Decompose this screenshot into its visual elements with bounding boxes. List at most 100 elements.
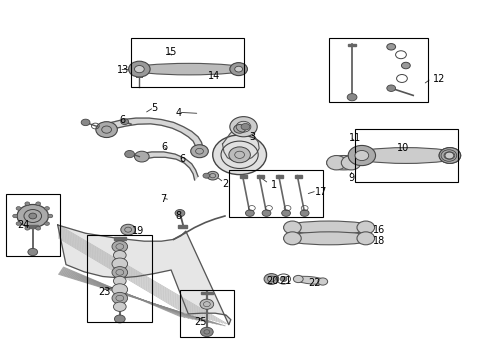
Text: 17: 17 — [315, 186, 327, 197]
Ellipse shape — [25, 226, 30, 230]
Ellipse shape — [128, 61, 150, 77]
Ellipse shape — [124, 150, 134, 158]
Ellipse shape — [401, 62, 409, 69]
Text: 6: 6 — [161, 142, 167, 152]
Polygon shape — [58, 225, 230, 325]
Ellipse shape — [16, 222, 21, 225]
Ellipse shape — [36, 226, 41, 230]
Ellipse shape — [48, 214, 53, 218]
Ellipse shape — [25, 202, 30, 206]
Ellipse shape — [229, 63, 247, 76]
Text: 21: 21 — [279, 276, 291, 286]
Text: 11: 11 — [348, 132, 361, 143]
Ellipse shape — [228, 147, 250, 163]
Text: 14: 14 — [207, 71, 220, 81]
Text: 22: 22 — [307, 278, 320, 288]
Ellipse shape — [241, 123, 249, 130]
Bar — [328, 38, 427, 102]
Bar — [201, 292, 212, 294]
Text: 20: 20 — [266, 276, 278, 286]
Ellipse shape — [36, 202, 41, 206]
Ellipse shape — [175, 210, 184, 217]
Ellipse shape — [356, 221, 374, 234]
Ellipse shape — [113, 302, 126, 311]
Ellipse shape — [121, 119, 128, 125]
Ellipse shape — [234, 66, 242, 72]
Ellipse shape — [262, 210, 270, 216]
Ellipse shape — [113, 251, 126, 260]
Ellipse shape — [233, 125, 245, 133]
Polygon shape — [222, 130, 259, 161]
Ellipse shape — [190, 145, 208, 158]
Bar — [131, 38, 243, 87]
Text: 2: 2 — [222, 179, 228, 189]
Bar — [87, 235, 151, 322]
Text: 4: 4 — [176, 108, 182, 118]
Ellipse shape — [386, 44, 395, 50]
Text: 15: 15 — [165, 47, 177, 57]
Ellipse shape — [283, 232, 374, 245]
Ellipse shape — [44, 207, 49, 210]
Ellipse shape — [341, 156, 360, 170]
Ellipse shape — [131, 63, 147, 75]
Ellipse shape — [354, 150, 368, 161]
Text: 6: 6 — [120, 114, 126, 125]
Ellipse shape — [29, 213, 37, 219]
Ellipse shape — [134, 151, 149, 162]
Bar — [294, 175, 301, 178]
Ellipse shape — [300, 210, 308, 216]
Ellipse shape — [350, 148, 372, 163]
Ellipse shape — [113, 276, 126, 285]
Bar — [28, 225, 38, 228]
Polygon shape — [102, 118, 203, 152]
Ellipse shape — [438, 148, 460, 163]
Ellipse shape — [347, 145, 375, 166]
Ellipse shape — [230, 63, 246, 75]
Ellipse shape — [293, 276, 327, 284]
Ellipse shape — [326, 156, 360, 170]
Text: 12: 12 — [432, 74, 444, 84]
Ellipse shape — [96, 122, 117, 138]
Ellipse shape — [200, 327, 213, 337]
Text: 18: 18 — [372, 236, 384, 246]
Ellipse shape — [112, 241, 127, 252]
Ellipse shape — [112, 284, 127, 295]
Text: 5: 5 — [151, 103, 158, 113]
Ellipse shape — [16, 207, 21, 210]
Ellipse shape — [17, 204, 48, 228]
Ellipse shape — [203, 173, 209, 178]
Ellipse shape — [281, 210, 290, 216]
Text: 7: 7 — [160, 194, 166, 204]
Bar — [6, 194, 60, 256]
Polygon shape — [139, 152, 198, 180]
Bar — [256, 175, 263, 178]
Ellipse shape — [44, 222, 49, 225]
Text: 9: 9 — [347, 173, 354, 183]
Ellipse shape — [283, 232, 301, 245]
Text: 10: 10 — [396, 143, 408, 153]
Bar — [228, 170, 322, 217]
Bar — [114, 237, 125, 240]
Bar — [347, 44, 355, 46]
Ellipse shape — [112, 258, 127, 270]
Bar — [354, 129, 457, 182]
Ellipse shape — [346, 94, 356, 101]
Ellipse shape — [212, 135, 266, 175]
Ellipse shape — [81, 119, 90, 126]
Ellipse shape — [356, 232, 374, 245]
Ellipse shape — [317, 278, 327, 285]
Ellipse shape — [121, 224, 135, 235]
Bar — [180, 290, 233, 337]
Text: 25: 25 — [194, 317, 207, 327]
Ellipse shape — [131, 63, 246, 75]
Ellipse shape — [229, 117, 257, 137]
Ellipse shape — [386, 85, 395, 91]
Ellipse shape — [326, 156, 346, 170]
Ellipse shape — [264, 274, 278, 284]
Text: 16: 16 — [372, 225, 384, 235]
Text: 1: 1 — [271, 180, 277, 190]
Text: 19: 19 — [132, 226, 144, 236]
Ellipse shape — [28, 248, 38, 256]
Ellipse shape — [245, 210, 254, 216]
Ellipse shape — [293, 275, 303, 283]
